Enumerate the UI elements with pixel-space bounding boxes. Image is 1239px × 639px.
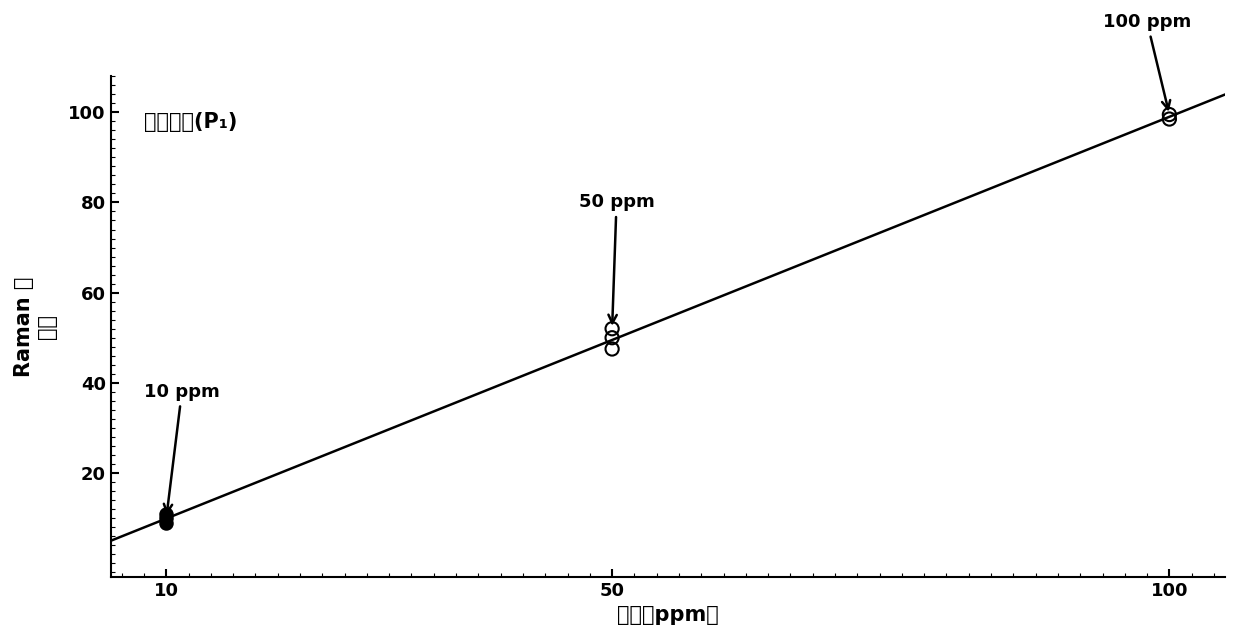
- Point: [602, 344, 622, 354]
- X-axis label: 浓度（ppm）: 浓度（ppm）: [617, 605, 719, 625]
- Point: [602, 323, 622, 334]
- Text: 100 ppm: 100 ppm: [1103, 13, 1191, 109]
- Text: 10 ppm: 10 ppm: [144, 383, 219, 512]
- Point: [156, 509, 176, 519]
- Point: [156, 518, 176, 528]
- Point: [1160, 114, 1180, 124]
- Y-axis label: Raman 计
算值: Raman 计 算值: [14, 276, 57, 376]
- Text: 川陈皮素(P₁): 川陈皮素(P₁): [144, 112, 238, 132]
- Text: 50 ppm: 50 ppm: [579, 194, 654, 323]
- Point: [602, 333, 622, 343]
- Point: [156, 513, 176, 523]
- Point: [1160, 109, 1180, 119]
